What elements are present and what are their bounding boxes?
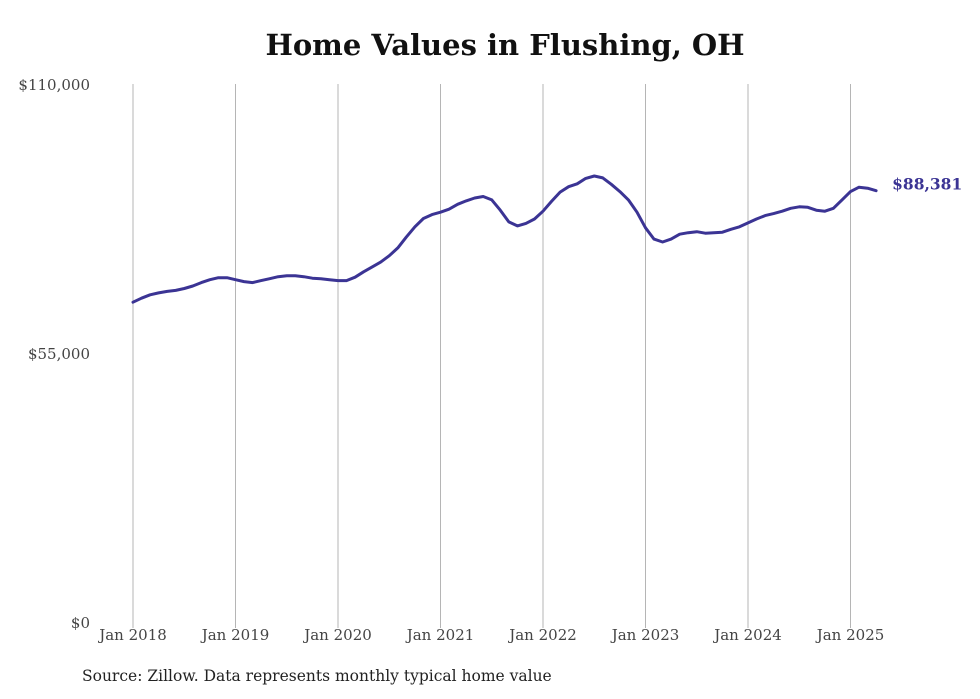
chart-title: Home Values in Flushing, OH (265, 28, 745, 62)
x-tick-label: Jan 2024 (712, 626, 782, 644)
y-axis-labels: $0 $55,000 $110,000 (18, 76, 90, 632)
series-layer (131, 174, 878, 304)
y-tick-label: $0 (71, 614, 90, 632)
series-line (131, 174, 878, 304)
y-tick-label: $110,000 (18, 76, 90, 94)
x-tick-label: Jan 2019 (200, 626, 270, 644)
source-note: Source: Zillow. Data represents monthly … (82, 667, 552, 685)
x-axis-labels: Jan 2018 Jan 2019 Jan 2020 Jan 2021 Jan 2022… (97, 626, 884, 644)
vertical-gridlines (132, 84, 851, 628)
y-tick-label: $55,000 (28, 345, 90, 363)
x-tick-label: Jan 2021 (405, 626, 475, 644)
end-value-label: $88,381 (892, 175, 962, 194)
x-tick-label: Jan 2018 (97, 626, 167, 644)
x-tick-label: Jan 2020 (302, 626, 372, 644)
x-tick-label: Jan 2022 (507, 626, 577, 644)
x-tick-label: Jan 2025 (815, 626, 885, 644)
x-tick-label: Jan 2023 (610, 626, 680, 644)
